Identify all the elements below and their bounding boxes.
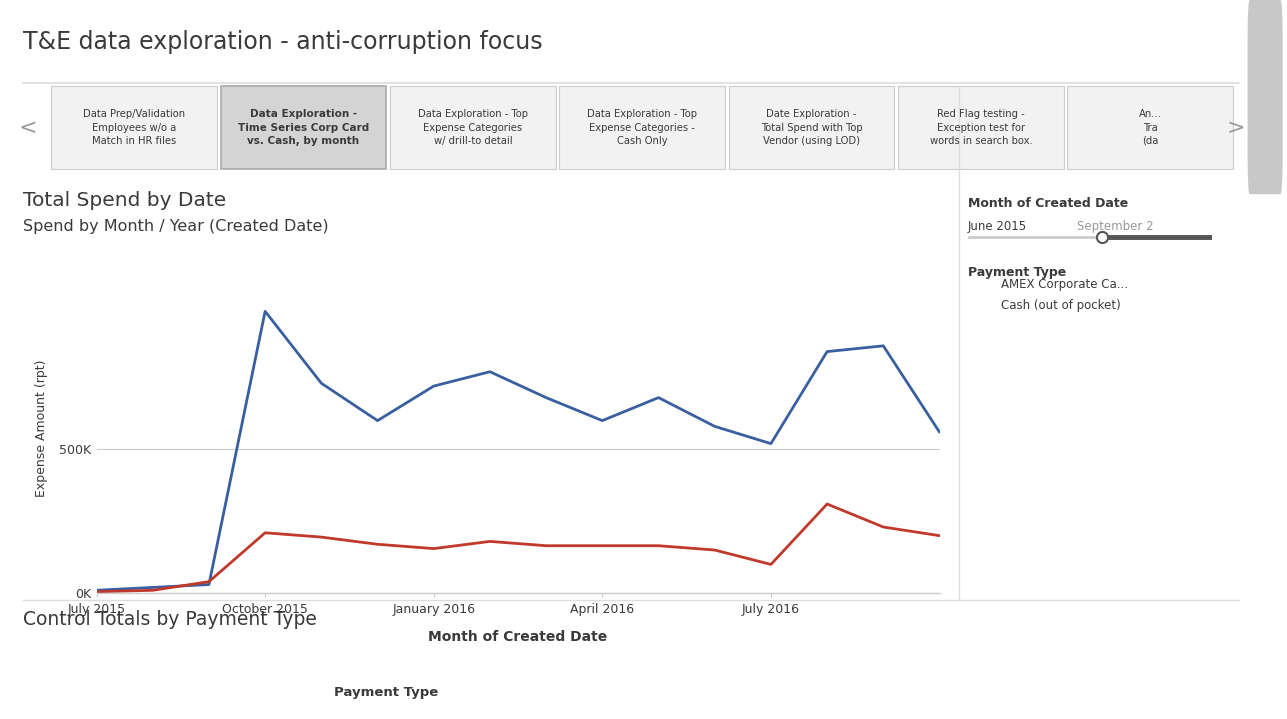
Text: Cash (out of pocket): Cash (out of pocket) [1001,299,1121,312]
X-axis label: Month of Created Date: Month of Created Date [429,630,607,644]
Y-axis label: Expense Amount (rpt): Expense Amount (rpt) [35,359,48,497]
Text: T&E data exploration - anti-corruption focus: T&E data exploration - anti-corruption f… [23,30,543,54]
Text: Total Spend by Date: Total Spend by Date [23,191,227,209]
Text: Payment Type: Payment Type [968,266,1066,279]
Text: Spend by Month / Year (Created Date): Spend by Month / Year (Created Date) [23,219,328,234]
Text: Payment Type: Payment Type [333,686,439,699]
Text: Data Exploration - Top
Expense Categories -
Cash Only: Data Exploration - Top Expense Categorie… [587,109,698,146]
Text: >: > [1227,118,1245,137]
Text: AMEX Corporate Ca...: AMEX Corporate Ca... [1001,278,1129,290]
Text: <: < [19,118,37,137]
Text: June 2015: June 2015 [968,220,1027,233]
Text: Red Flag testing -
Exception test for
words in search box.: Red Flag testing - Exception test for wo… [929,109,1032,146]
Text: Data Exploration - Top
Expense Categories
w/ drill-to detail: Data Exploration - Top Expense Categorie… [418,109,528,146]
Text: Month of Created Date: Month of Created Date [968,197,1129,210]
Text: September 2: September 2 [1077,220,1154,233]
Text: Data Exploration -
Time Series Corp Card
vs. Cash, by month: Data Exploration - Time Series Corp Card… [238,109,369,146]
Text: Control Totals by Payment Type: Control Totals by Payment Type [23,610,317,628]
Text: An...
Tra
(da: An... Tra (da [1139,109,1162,146]
FancyBboxPatch shape [1247,0,1283,194]
Text: Data Prep/Validation
Employees w/o a
Match in HR files: Data Prep/Validation Employees w/o a Mat… [84,109,185,146]
Text: Date Exploration -
Total Spend with Top
Vendor (using LOD): Date Exploration - Total Spend with Top … [761,109,862,146]
